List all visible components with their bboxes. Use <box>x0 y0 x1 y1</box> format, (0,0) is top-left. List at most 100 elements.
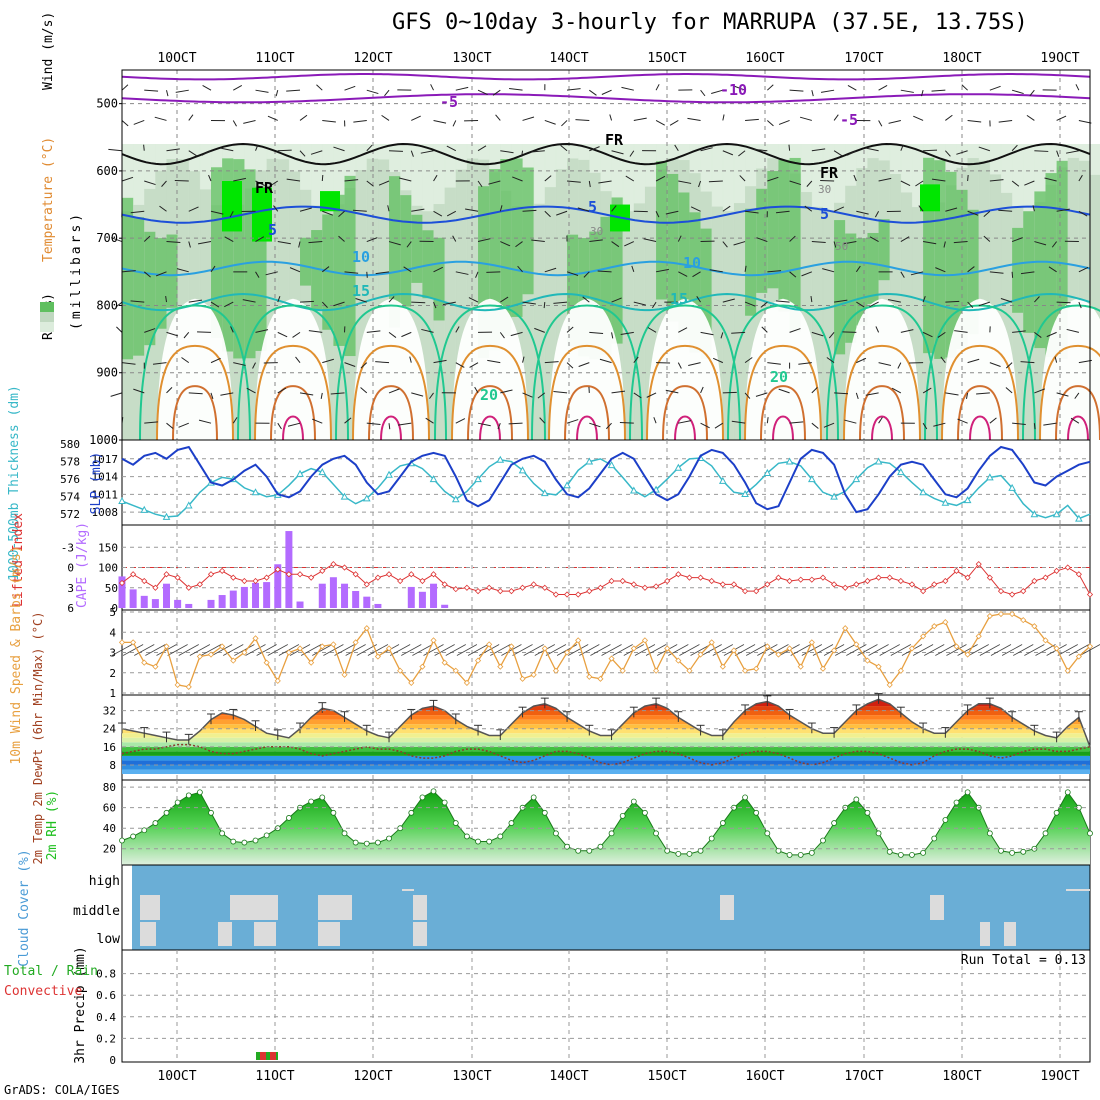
contour-label: 5 <box>820 205 829 223</box>
li-point <box>875 574 882 581</box>
wind-barb <box>567 180 581 183</box>
rh-shade-green <box>300 237 312 286</box>
rh-point <box>1064 789 1071 796</box>
rh-point <box>508 820 515 826</box>
wind-barb <box>322 119 336 123</box>
wind-barb <box>299 300 314 303</box>
thickness-point <box>451 495 460 503</box>
wind-barb <box>188 206 199 212</box>
wind-barb <box>811 387 818 394</box>
wind-barb <box>488 180 501 185</box>
wind-barb <box>522 209 537 212</box>
wind-barb <box>589 422 601 428</box>
rh-shade-green <box>333 194 346 346</box>
precip-conv-bar <box>270 1052 276 1060</box>
wind-barb <box>722 241 728 248</box>
rh-shade-mid <box>455 169 468 440</box>
thickness-point <box>429 475 438 483</box>
wind-barb <box>111 237 123 243</box>
wind10-barb <box>890 644 912 656</box>
cloud-mid-block <box>230 895 278 920</box>
rh-shade-mid <box>544 187 557 440</box>
wind-barb <box>933 422 946 427</box>
wind10-point <box>441 659 448 666</box>
li-point <box>1086 591 1094 598</box>
wind-barb <box>665 210 679 215</box>
li-point <box>341 564 348 571</box>
rh-point <box>553 830 559 837</box>
rh-shade-bright <box>920 184 940 212</box>
wind-barb <box>299 392 314 396</box>
wind10-point <box>742 667 749 674</box>
wind-barb <box>166 241 181 243</box>
wind10-point <box>964 651 971 658</box>
rh-shade-green <box>166 234 179 308</box>
thickness-point <box>986 473 994 481</box>
rh-shade-green <box>133 217 145 356</box>
cloud-low-block <box>318 922 340 946</box>
wind-barb <box>366 89 379 95</box>
wind-barb <box>688 362 701 366</box>
li-point <box>964 574 971 581</box>
wind10-point <box>986 612 993 620</box>
rh-point <box>853 796 860 803</box>
wind-barb <box>811 148 826 152</box>
wind10-point <box>864 657 871 664</box>
cloud-low-block <box>1004 922 1016 946</box>
wind10-barb <box>367 644 389 656</box>
wind-barb <box>923 149 938 152</box>
wind-barb <box>869 236 879 242</box>
wind10-point <box>786 645 793 652</box>
rh-shade-green <box>667 173 679 322</box>
rh-shade-green <box>222 158 234 352</box>
temp-band <box>122 715 1090 720</box>
wind-barb <box>1056 301 1071 304</box>
rh-shade-mid <box>1090 174 1100 440</box>
wind-barb <box>308 330 323 333</box>
wind10-point <box>474 657 482 664</box>
wind-barb <box>544 267 557 273</box>
cape-bar <box>441 604 449 608</box>
contour-label: 10 <box>683 254 701 272</box>
wind-barb <box>411 208 425 212</box>
wind10-barb <box>846 644 867 656</box>
wind10-barb <box>323 644 344 656</box>
wind-barb <box>267 115 278 121</box>
wind-barb <box>998 119 1013 123</box>
wind-barb <box>804 205 813 212</box>
li-point <box>441 581 448 588</box>
rh-point <box>875 830 882 837</box>
rh-shade-mid <box>533 203 546 440</box>
wind-barb <box>853 174 857 182</box>
wind-barb <box>176 268 189 273</box>
cape-bar <box>252 582 260 608</box>
wind10-barb <box>423 644 444 656</box>
rh-shade-green <box>767 171 779 289</box>
wind10-barb <box>979 644 1001 656</box>
wind-barb <box>401 331 412 338</box>
wind-label: Wind (m/s) <box>41 12 56 90</box>
cape-bar <box>374 603 382 608</box>
isotherm-5 <box>121 205 1091 224</box>
rh-shade-bright <box>222 181 242 232</box>
li-point <box>886 574 893 581</box>
wind-barb <box>888 119 901 124</box>
rh-shade-bright <box>252 187 272 242</box>
temp-band <box>122 769 1090 774</box>
wind-barb <box>384 89 390 97</box>
bottom-date-label: 13OCT <box>452 1069 491 1084</box>
thickness-point <box>607 461 616 469</box>
li-point <box>975 561 982 568</box>
wind-barb <box>583 271 590 278</box>
rh-point <box>452 820 459 826</box>
wind-barb <box>700 386 704 394</box>
wind-barb <box>578 362 590 368</box>
li-point <box>463 584 470 591</box>
rh-area <box>122 791 1090 865</box>
rh-shade-green <box>400 195 412 307</box>
rh-point <box>708 835 715 842</box>
isotherm-10 <box>121 260 1091 277</box>
cloud-low-block <box>254 922 276 946</box>
rh-shade-mid <box>1012 207 1024 440</box>
wind-barb <box>299 114 308 121</box>
